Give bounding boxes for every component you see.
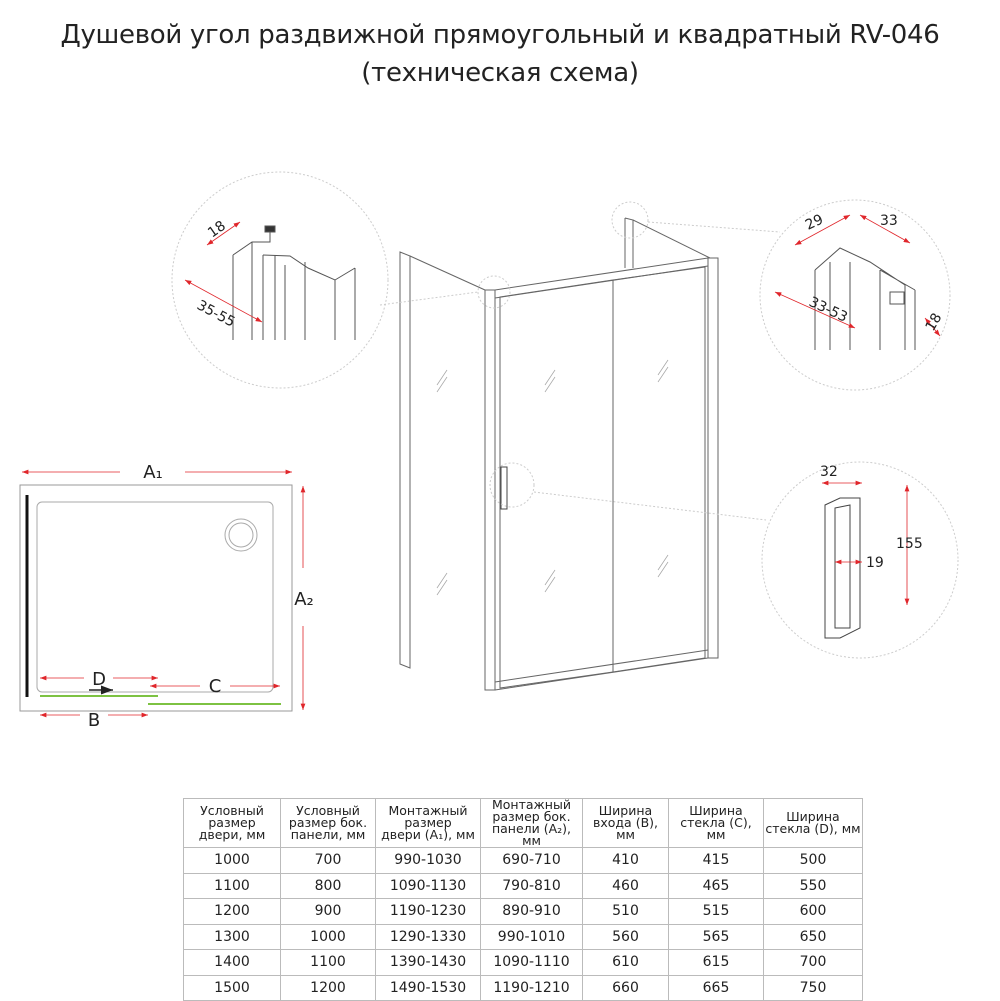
label-c: C	[209, 676, 222, 697]
dim-19: 19	[866, 555, 884, 571]
table-cell: 515	[668, 898, 764, 925]
dim-35-55: 35-55	[194, 297, 237, 330]
table-cell: 410	[582, 847, 669, 874]
label-a2: A₂	[294, 589, 314, 610]
column-header: Монтажный размер двери (A₁), мм	[375, 798, 481, 848]
label-d: D	[92, 669, 106, 690]
table-cell: 690-710	[480, 847, 583, 874]
table-cell: 610	[582, 949, 669, 976]
table-cell: 1490-1530	[375, 974, 481, 1001]
dim-32: 32	[820, 464, 838, 480]
handle-icon	[824, 497, 861, 639]
table-cell: 1000	[280, 923, 376, 950]
label-b: B	[88, 710, 100, 731]
column-header: Монтажный размер бок. панели (A₂), мм	[480, 797, 583, 848]
table-cell: 1100	[183, 872, 281, 899]
table-cell: 1390-1430	[375, 949, 481, 976]
table-row: 1100 800 1090-1130 790-810 460 465 550	[183, 872, 863, 899]
table-cell: 650	[763, 923, 863, 950]
detail-left-profile: 18 35-55	[171, 171, 389, 389]
table-cell: 750	[763, 974, 863, 1001]
column-header-line: панели, мм	[290, 827, 366, 842]
column-header-line: входа (B), мм	[593, 815, 658, 842]
dim-29: 29	[803, 212, 826, 234]
page-subtitle: (техническая схема)	[361, 58, 639, 88]
table-row: 1000 700 990-1030 690-710 410 415 500	[183, 847, 863, 874]
table-cell: 415	[668, 847, 764, 874]
table-row: 1300 1000 1290-1330 990-1010 560 565 650	[183, 923, 863, 950]
table-row: 1200 900 1190-1230 890-910 510 515 600	[183, 898, 863, 925]
column-header: Условный размер двери, мм	[183, 798, 281, 848]
detail-right-profile: 29 33 33-53 18	[759, 199, 951, 391]
table-cell: 460	[582, 872, 669, 899]
table-cell: 1090-1110	[480, 949, 583, 976]
table-row: 1500 1200 1490-1530 1190-1210 660 665 750	[183, 974, 863, 1001]
table-cell: 1400	[183, 949, 281, 976]
table-cell: 500	[763, 847, 863, 874]
column-header: Условный размер бок. панели, мм	[280, 798, 376, 848]
column-header-line: размер	[208, 815, 256, 830]
table-cell: 790-810	[480, 872, 583, 899]
table-cell: 890-910	[480, 898, 583, 925]
table-cell: 660	[582, 974, 669, 1001]
table-header-row: Условный размер двери, мм Условный размер бо…	[183, 797, 863, 848]
detail-handle: 32 155 19	[761, 461, 959, 659]
table-cell: 600	[763, 898, 863, 925]
table-cell: 665	[668, 974, 764, 1001]
table-cell: 1500	[183, 974, 281, 1001]
table-cell: 900	[280, 898, 376, 925]
table-cell: 1190-1230	[375, 898, 481, 925]
table-cell: 990-1030	[375, 847, 481, 874]
table-cell: 1100	[280, 949, 376, 976]
dim-18: 18	[205, 218, 229, 241]
table-cell: 1200	[183, 898, 281, 925]
column-header-line: Условный	[200, 803, 264, 818]
dim-155: 155	[896, 536, 923, 552]
column-header-line: размер бок.	[492, 809, 571, 824]
table-cell: 1290-1330	[375, 923, 481, 950]
table-cell: 1090-1130	[375, 872, 481, 899]
column-header-line: Ширина	[786, 809, 840, 824]
table-cell: 800	[280, 872, 376, 899]
column-header-line: стекла (D), мм	[765, 821, 861, 836]
column-header-line: панели (A₂), мм	[491, 821, 572, 848]
column-header: Ширина стекла (C), мм	[668, 798, 764, 848]
column-header-line: Монтажный	[492, 797, 571, 812]
table-cell: 1000	[183, 847, 281, 874]
table-cell: 510	[582, 898, 669, 925]
label-a1: A₁	[143, 462, 163, 483]
column-header: Ширина входа (B), мм	[582, 798, 669, 848]
table-cell: 1300	[183, 923, 281, 950]
column-header-line: Условный	[296, 803, 360, 818]
dim-18-right: 18	[923, 311, 946, 334]
column-header-line: Монтажный	[388, 803, 468, 818]
column-header: Ширина стекла (D), мм	[763, 798, 863, 848]
table-cell: 615	[668, 949, 764, 976]
table-cell: 1200	[280, 974, 376, 1001]
column-header-line: двери (A₁), мм	[381, 827, 475, 842]
dim-33-53: 33-53	[806, 294, 850, 326]
table-cell: 560	[582, 923, 669, 950]
dim-33: 33	[880, 213, 898, 229]
column-header-line: стекла (C), мм	[680, 815, 752, 842]
table-cell: 700	[280, 847, 376, 874]
page-title: Душевой угол раздвижной прямоугольный и …	[60, 20, 940, 50]
table-row: 1400 1100 1390-1430 1090-1110 610 615 700	[183, 949, 863, 976]
table-cell: 550	[763, 872, 863, 899]
plan-view	[19, 469, 306, 718]
size-table: Условный размер двери, мм Условный размер бо…	[183, 798, 863, 1001]
table-cell: 465	[668, 872, 764, 899]
enclosure-3d-view	[379, 201, 781, 691]
table-cell: 990-1010	[480, 923, 583, 950]
column-header-line: размер	[404, 815, 452, 830]
column-header-line: Ширина	[598, 803, 653, 818]
table-cell: 1190-1210	[480, 974, 583, 1001]
table-cell: 700	[763, 949, 863, 976]
column-header-line: размер бок.	[288, 815, 368, 830]
column-header-line: Ширина	[689, 803, 743, 818]
column-header-line: двери, мм	[198, 827, 266, 842]
table-cell: 565	[668, 923, 764, 950]
drain-icon	[224, 518, 258, 552]
